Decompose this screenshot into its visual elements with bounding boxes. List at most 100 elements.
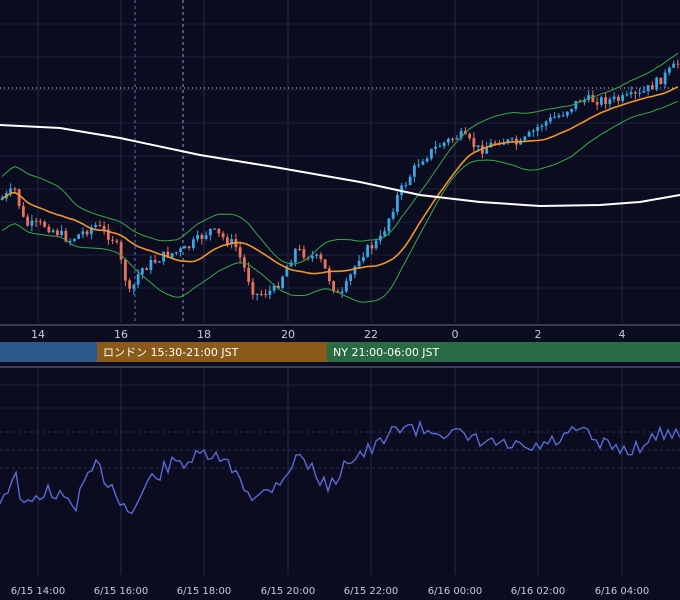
candle-body xyxy=(502,142,506,145)
time-x-tick: 6/15 16:00 xyxy=(94,586,148,597)
candle-body xyxy=(548,117,552,122)
candle-body xyxy=(633,92,637,94)
candle-body xyxy=(366,245,370,257)
price-x-tick: 16 xyxy=(114,328,128,341)
candle-body xyxy=(446,138,450,143)
candle-body xyxy=(421,161,425,165)
candle-body xyxy=(259,293,263,295)
candle-body xyxy=(655,77,659,90)
candle-body xyxy=(412,165,416,177)
candle-body xyxy=(272,285,276,291)
candle-body xyxy=(47,226,51,233)
candle-body xyxy=(595,102,599,105)
candle-body xyxy=(255,293,259,295)
candle-body xyxy=(455,138,459,140)
candle-body xyxy=(327,268,331,282)
candle-body xyxy=(544,121,548,126)
candle-body xyxy=(451,138,455,140)
candle-body xyxy=(561,115,565,117)
candle-body xyxy=(26,216,30,226)
candle-body xyxy=(64,230,68,242)
candle-body xyxy=(85,231,89,235)
candle-body xyxy=(123,259,127,281)
candle-body xyxy=(642,91,646,93)
candle-body xyxy=(531,130,535,133)
candle-body xyxy=(344,280,348,292)
candle-body xyxy=(570,108,574,112)
candle-body xyxy=(225,237,229,245)
candle-body xyxy=(302,249,306,258)
candle-body xyxy=(493,142,497,144)
candle-body xyxy=(616,96,620,101)
candle-body xyxy=(34,220,38,222)
candle-body xyxy=(429,148,433,159)
oscillator-line xyxy=(0,419,680,515)
candle-body xyxy=(319,254,323,260)
candle-body xyxy=(582,99,586,103)
candle-body xyxy=(676,63,680,65)
candle-body xyxy=(608,99,612,105)
price-x-tick: 22 xyxy=(364,328,378,341)
candle-body xyxy=(667,67,671,73)
time-x-tick: 6/15 22:00 xyxy=(344,586,398,597)
candle-body xyxy=(77,234,81,239)
candle-body xyxy=(213,228,217,230)
candle-body xyxy=(553,117,557,119)
price-x-tick: 20 xyxy=(281,328,295,341)
candle-body xyxy=(281,276,285,289)
candle-body xyxy=(663,72,667,85)
candle-body xyxy=(221,233,225,238)
candle-body xyxy=(230,239,234,245)
candle-body xyxy=(629,92,633,95)
candle-body xyxy=(510,138,514,140)
candle-body xyxy=(476,145,480,148)
candle-body xyxy=(68,240,72,242)
bollinger-lower xyxy=(1,100,679,303)
candle-body xyxy=(128,280,132,289)
candle-body xyxy=(472,138,476,148)
session-bar xyxy=(327,342,680,362)
candle-body xyxy=(599,97,603,105)
candle-body xyxy=(315,254,319,257)
price-x-tick: 0 xyxy=(452,328,459,341)
candle-body xyxy=(485,147,489,154)
axis-ticks: 14 16 18 20 22 0 2 4 6/15 14:00 6/15 16:00 6/15 18… xyxy=(11,328,649,597)
candle-body xyxy=(60,230,64,236)
candle-body xyxy=(251,281,255,295)
candle-body xyxy=(650,85,654,90)
candle-body xyxy=(204,235,208,239)
candle-body xyxy=(21,206,25,217)
candle-body xyxy=(238,247,242,258)
candle-body xyxy=(208,228,212,236)
candle-body xyxy=(153,260,157,263)
candle-body xyxy=(638,92,642,94)
candle-body xyxy=(217,228,221,234)
candle-body xyxy=(30,220,34,226)
candle-body xyxy=(119,242,123,260)
candle-body xyxy=(298,249,302,251)
price-x-tick: 4 xyxy=(619,328,626,341)
candle-body xyxy=(174,252,178,254)
candle-body xyxy=(106,229,110,240)
candle-body xyxy=(527,132,531,137)
candle-body xyxy=(13,188,17,190)
session-bars: ロンドン 15:30-21:00 JST NY 21:00-06:00 JST xyxy=(0,342,680,362)
candle-body xyxy=(587,95,591,100)
candle-body xyxy=(540,125,544,127)
candle-body xyxy=(111,239,115,241)
candle-body xyxy=(310,256,314,259)
candle-body xyxy=(140,268,144,275)
candle-body xyxy=(323,259,327,269)
bollinger-upper xyxy=(1,52,679,265)
candle-body xyxy=(357,260,361,267)
candle-body xyxy=(332,281,336,292)
session-bar xyxy=(97,342,327,362)
moving-average-fast xyxy=(1,86,679,275)
candle-body xyxy=(621,95,625,101)
moving-average-slow xyxy=(0,124,680,208)
candle-body xyxy=(183,246,187,249)
candle-body xyxy=(383,231,387,236)
candle-body xyxy=(179,248,183,253)
candle-body xyxy=(132,284,136,289)
candle-body xyxy=(361,256,365,261)
